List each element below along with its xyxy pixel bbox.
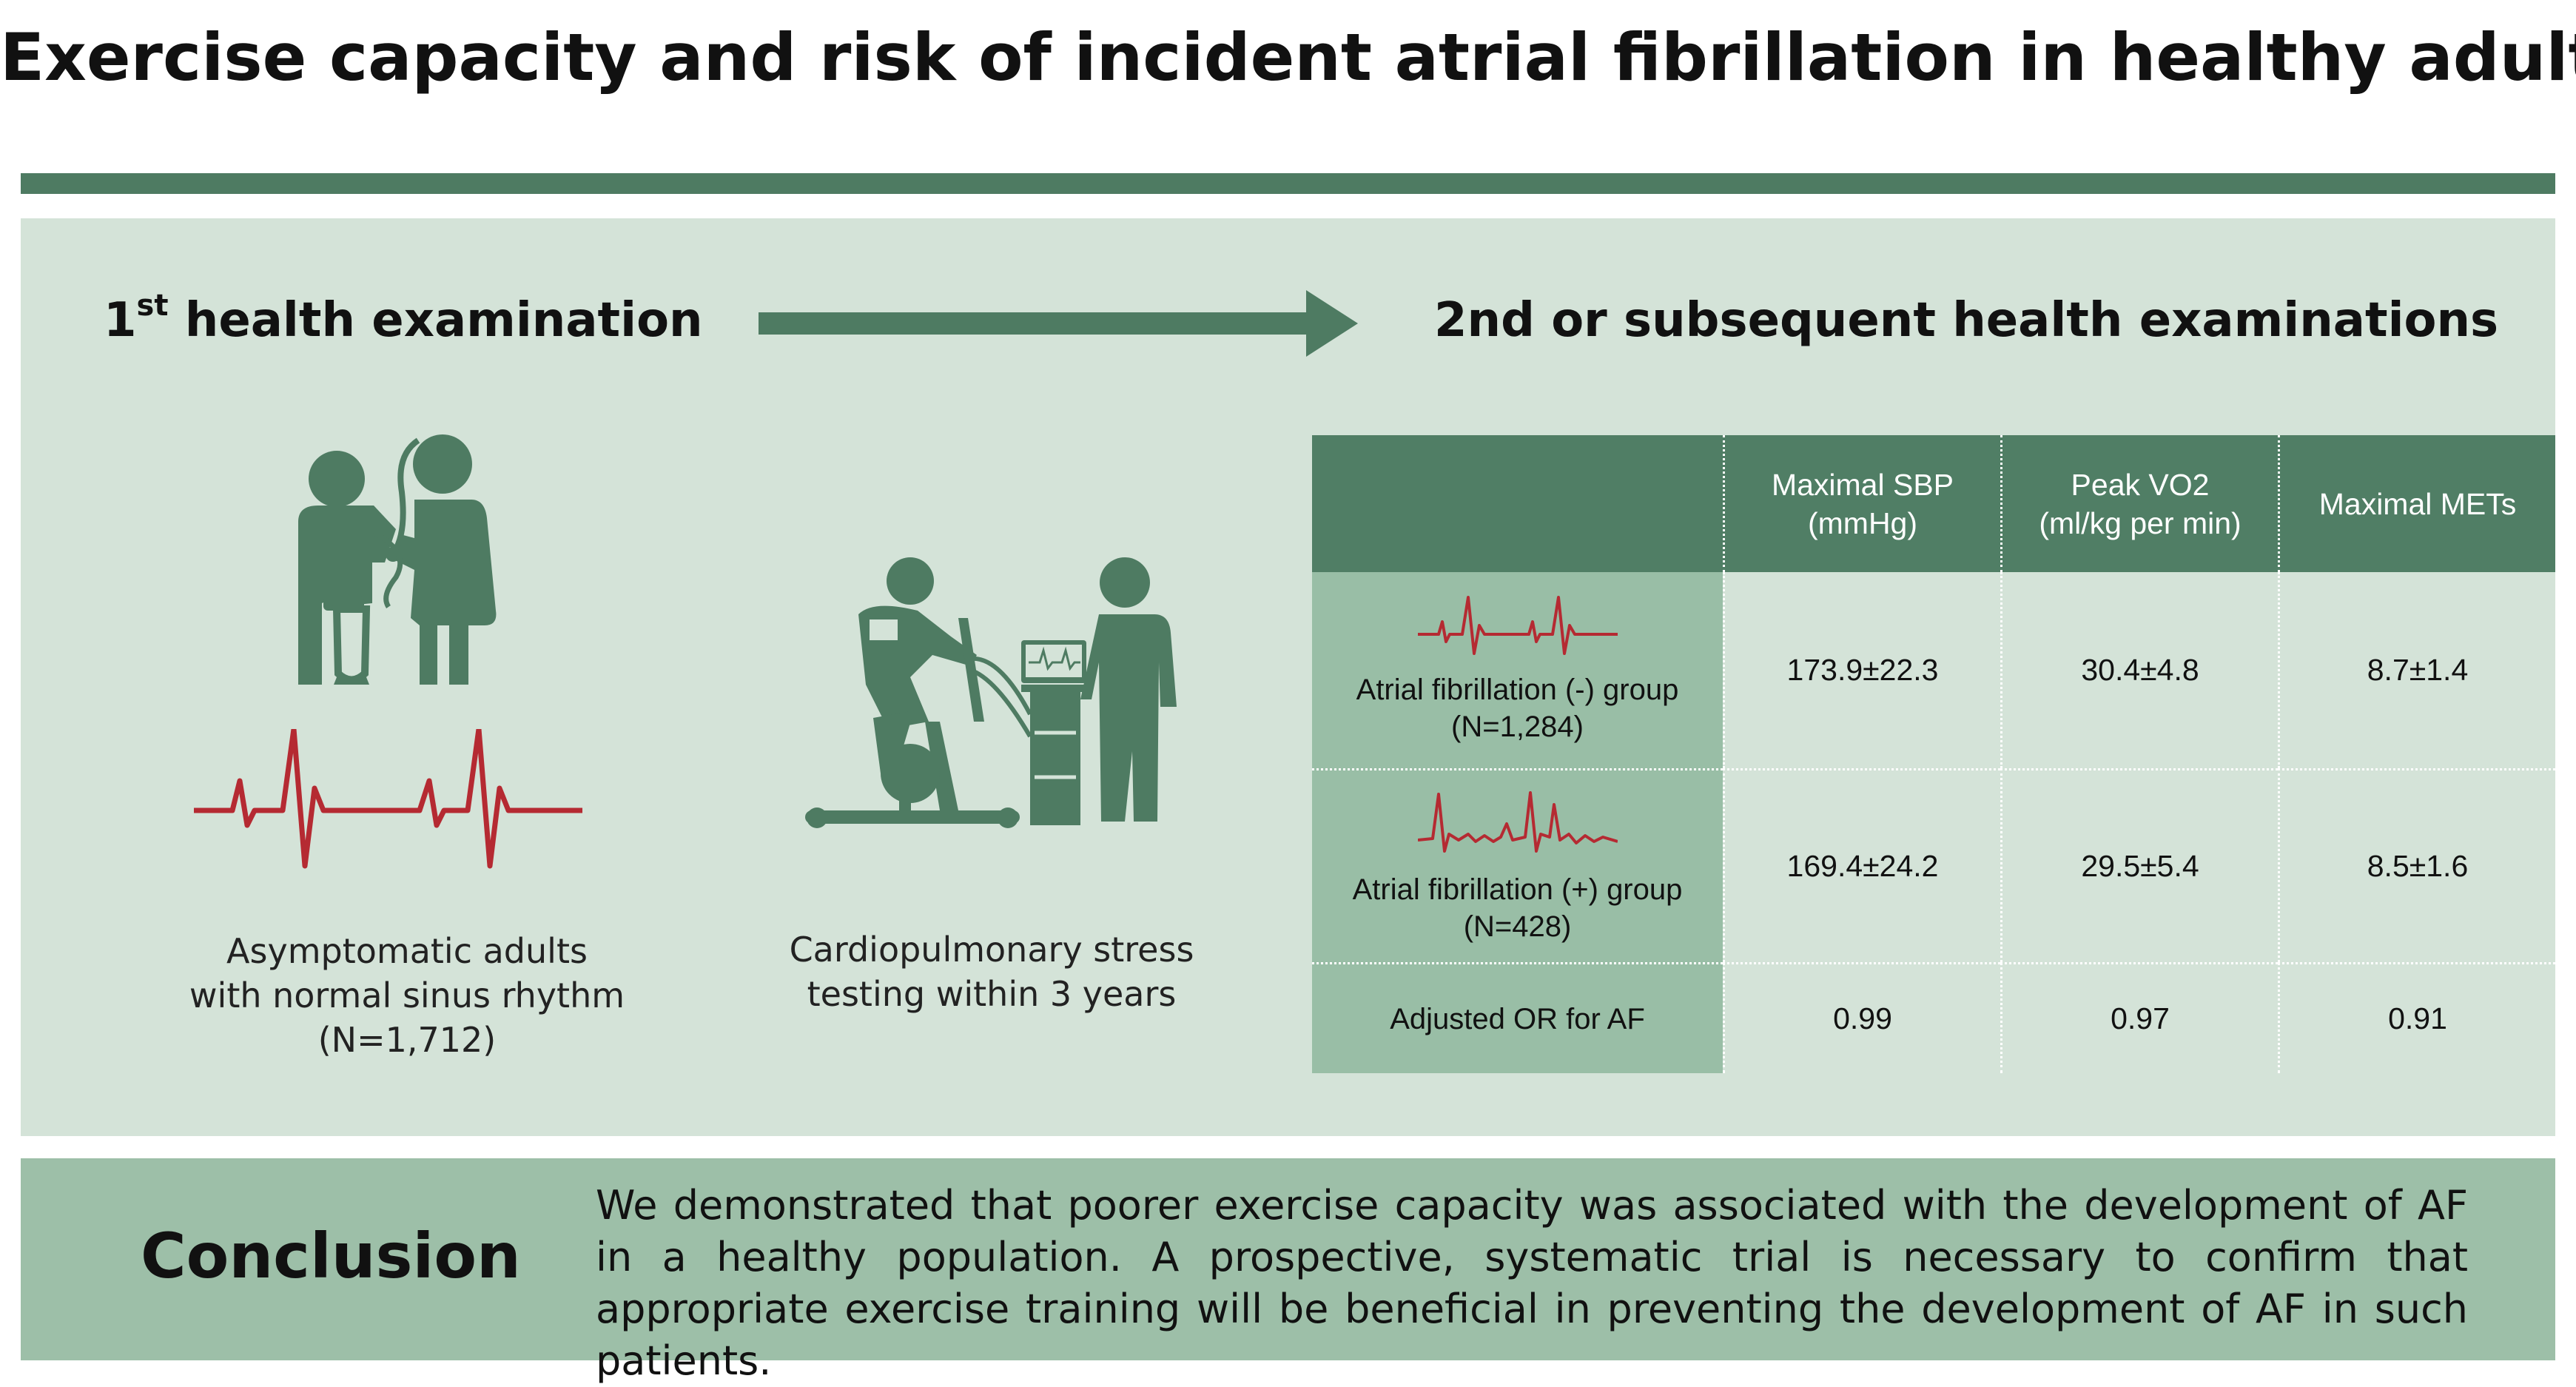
table-cell: 173.9±22.3 — [1723, 572, 2000, 768]
column-header-vo2-line2: (ml/kg per min) — [2039, 506, 2242, 540]
column-header-mets: Maximal METs — [2278, 435, 2555, 572]
stress-test-caption: Cardiopulmonary stress testing within 3 … — [740, 927, 1243, 1016]
conclusion-panel — [21, 1158, 2555, 1360]
table-cell: 0.91 — [2278, 962, 2555, 1073]
table-cell: 0.97 — [2000, 962, 2278, 1073]
row-label-af-negative-text: Atrial fibrillation (-) group — [1356, 673, 1679, 706]
table-cell: 0.99 — [1723, 962, 2000, 1073]
column-header-sbp-line1: Maximal SBP — [1771, 467, 1954, 502]
ordinal-number: 1 — [104, 293, 137, 348]
column-header-vo2-line1: Peak VO2 — [2071, 467, 2210, 502]
ordinal-suffix: st — [136, 289, 169, 323]
table-cell: 30.4±4.8 — [2000, 572, 2278, 768]
conclusion-label: Conclusion — [141, 1220, 521, 1292]
stress-caption-line2: testing within 3 years — [807, 974, 1177, 1014]
ecg-normal-small-icon — [1417, 595, 1618, 655]
row-label-af-negative-n: (N=1,284) — [1451, 710, 1584, 743]
flow-arrow-icon — [759, 290, 1358, 357]
table-cell: 169.4±24.2 — [1723, 768, 2000, 962]
title-divider-bar — [21, 173, 2555, 194]
first-exam-heading-text: health examination — [184, 293, 703, 348]
column-header-sbp: Maximal SBP (mmHg) — [1723, 435, 2000, 572]
ecg-af-icon — [1417, 790, 1618, 853]
adults-caption-line2: with normal sinus rhythm — [189, 975, 625, 1015]
adults-caption: Asymptomatic adults with normal sinus rh… — [118, 929, 696, 1062]
blood-pressure-exam-icon — [298, 434, 497, 685]
row-label-af-positive-text: Atrial fibrillation (+) group — [1352, 873, 1683, 906]
table-cell: 29.5±5.4 — [2000, 768, 2278, 962]
column-header-vo2: Peak VO2 (ml/kg per min) — [2000, 435, 2278, 572]
row-label-af-negative: Atrial fibrillation (-) group (N=1,284) — [1312, 572, 1723, 768]
subsequent-exam-heading: 2nd or subsequent health examinations — [1434, 293, 2499, 348]
table-cell: 8.5±1.6 — [2278, 768, 2555, 962]
stress-caption-line1: Cardiopulmonary stress — [789, 930, 1194, 970]
results-table: Maximal SBP (mmHg) Peak VO2 (ml/kg per m… — [1312, 435, 2555, 1073]
row-label-adjusted-or: Adjusted OR for AF — [1312, 962, 1723, 1073]
row-label-adjusted-or-text: Adjusted OR for AF — [1390, 1002, 1645, 1035]
adults-caption-line1: Asymptomatic adults — [226, 931, 588, 971]
first-exam-heading: 1st health examination — [104, 291, 703, 348]
column-header-sbp-line2: (mmHg) — [1807, 506, 1918, 540]
column-header-mets-line1: Maximal METs — [2318, 486, 2517, 521]
table-cell: 8.7±1.4 — [2278, 572, 2555, 768]
row-label-af-positive-n: (N=428) — [1463, 910, 1572, 943]
conclusion-text: We demonstrated that poorer exercise cap… — [596, 1182, 2468, 1384]
table-header-empty — [1312, 435, 1723, 572]
row-label-af-positive: Atrial fibrillation (+) group (N=428) — [1312, 768, 1723, 962]
stress-test-bike-icon — [805, 557, 1177, 828]
ecg-normal-icon — [194, 729, 582, 869]
adults-caption-line3: (N=1,712) — [317, 1020, 497, 1060]
page-title: Exercise capacity and risk of incident a… — [0, 19, 2576, 95]
